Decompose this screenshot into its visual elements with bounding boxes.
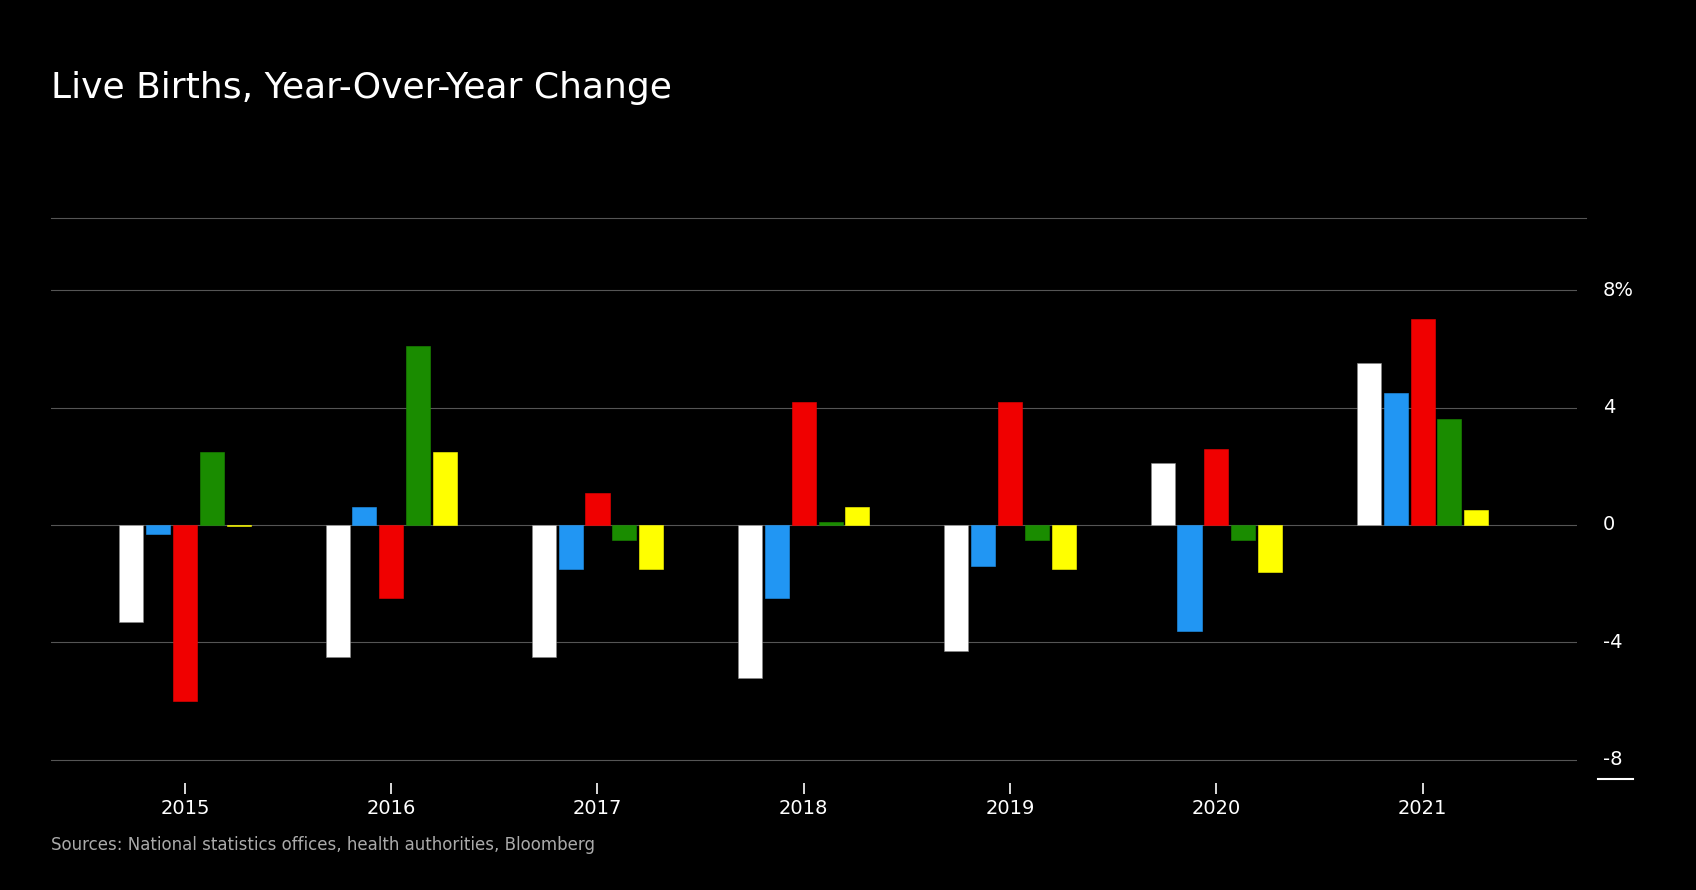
- Bar: [1437, 419, 1462, 525]
- Bar: [558, 525, 583, 569]
- Bar: [432, 451, 456, 525]
- Bar: [639, 525, 663, 569]
- Text: Live Births, Year-Over-Year Change: Live Births, Year-Over-Year Change: [51, 71, 672, 105]
- Bar: [972, 525, 996, 566]
- Bar: [200, 451, 224, 525]
- Bar: [146, 525, 170, 534]
- Bar: [533, 525, 556, 657]
- Bar: [792, 401, 816, 525]
- Bar: [1024, 525, 1048, 539]
- Bar: [1052, 525, 1075, 569]
- Bar: [738, 525, 762, 677]
- Bar: [845, 507, 870, 525]
- Bar: [1150, 464, 1175, 525]
- Text: Sources: National statistics offices, health authorities, Bloomberg: Sources: National statistics offices, he…: [51, 837, 595, 854]
- Bar: [585, 493, 609, 525]
- Bar: [997, 401, 1023, 525]
- Bar: [1204, 449, 1228, 525]
- Bar: [326, 525, 349, 657]
- Bar: [1411, 320, 1435, 525]
- Bar: [1231, 525, 1255, 539]
- Text: 8%: 8%: [1603, 280, 1633, 300]
- Bar: [612, 525, 636, 539]
- Bar: [119, 525, 144, 622]
- Bar: [819, 522, 843, 525]
- Bar: [227, 525, 251, 526]
- Bar: [945, 525, 968, 651]
- Text: 4: 4: [1603, 398, 1615, 417]
- Bar: [1464, 510, 1489, 525]
- Bar: [1177, 525, 1201, 631]
- Bar: [1258, 525, 1282, 572]
- Bar: [405, 346, 431, 525]
- Text: 0: 0: [1603, 515, 1615, 534]
- Bar: [173, 525, 197, 701]
- Bar: [1357, 363, 1381, 525]
- Text: -8: -8: [1603, 750, 1621, 769]
- Bar: [380, 525, 404, 598]
- Bar: [1384, 392, 1408, 525]
- Text: -4: -4: [1603, 633, 1621, 651]
- Bar: [765, 525, 789, 598]
- Bar: [353, 507, 377, 525]
